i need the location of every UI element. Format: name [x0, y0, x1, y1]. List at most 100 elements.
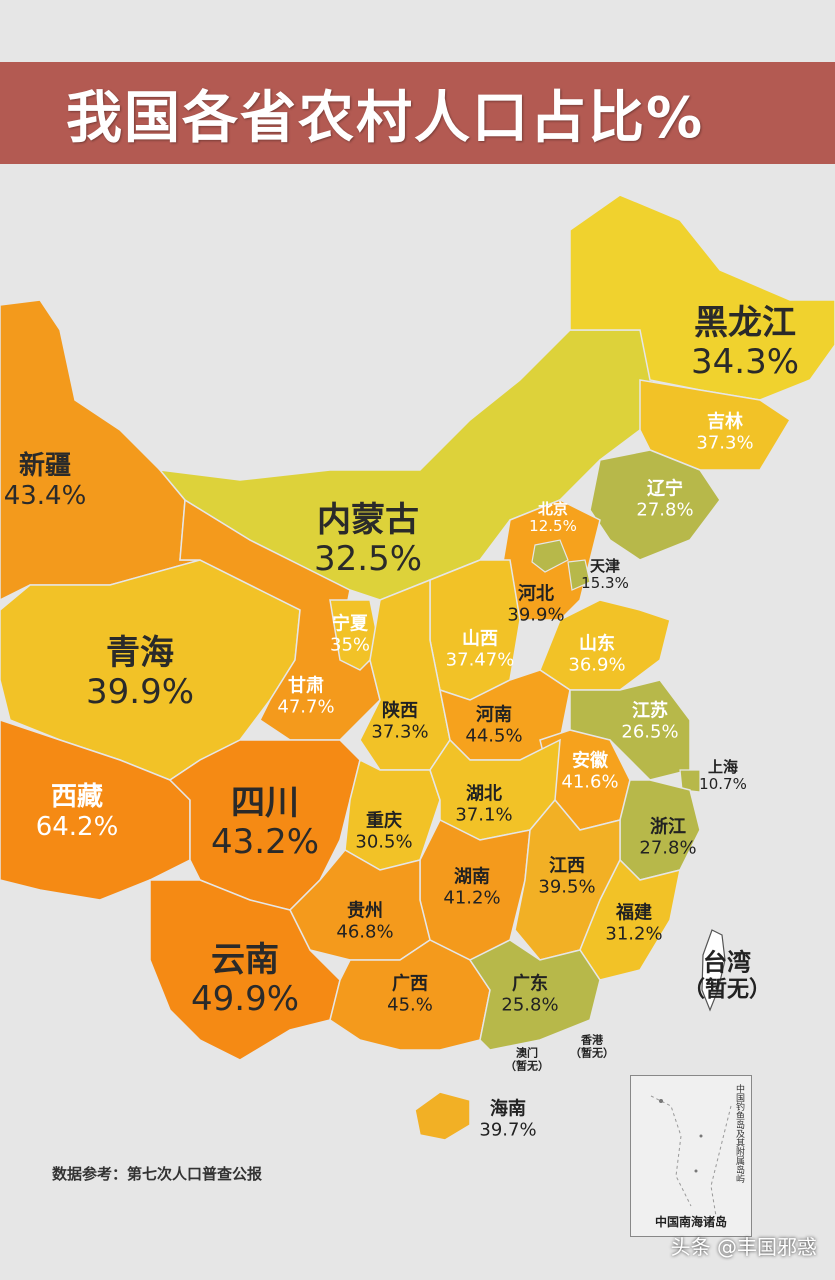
region-name: 内蒙古 [316, 499, 419, 540]
label-liaoning: 辽宁 27.8% [636, 479, 693, 520]
map-title: 我国各省农村人口占比% [66, 85, 705, 151]
region-value: 36.9% [568, 654, 626, 675]
label-yunnan: 云南 49.9% [191, 939, 299, 1019]
region-name: 宁夏 [331, 613, 368, 635]
region-name: 新疆 [18, 451, 72, 482]
region-value: 35% [329, 634, 371, 655]
region-xinjiang [0, 299, 201, 601]
label-shaanxi: 陕西 37.3% [371, 701, 428, 742]
region-value: 37.3% [371, 721, 429, 742]
region-value: 31.2% [605, 923, 663, 944]
label-jiangsu: 江苏 26.5% [621, 701, 678, 742]
label-shandong: 山东 36.9% [568, 634, 625, 675]
region-name: 浙江 [650, 816, 686, 838]
region-name: 福建 [616, 902, 652, 924]
region-beijing [531, 539, 569, 573]
label-hebei: 河北 39.9% [507, 584, 564, 625]
region-name: 上海 [707, 757, 738, 776]
region-value: 37.47% [445, 649, 515, 670]
region-value: 45.% [387, 994, 433, 1015]
label-guizhou: 贵州 46.8% [336, 901, 393, 942]
region-value: 34.3% [690, 342, 800, 382]
region-shanghai [679, 769, 701, 793]
region-value: 64.2% [35, 812, 119, 842]
region-name: 四川 [230, 782, 299, 823]
label-qinghai: 青海 39.9% [86, 632, 194, 712]
region-name: 湖北 [466, 783, 502, 805]
region-name: 江苏 [632, 700, 668, 722]
label-jilin: 吉林 37.3% [696, 412, 753, 453]
region-name: 辽宁 [647, 478, 683, 500]
region-value: 27.8% [636, 499, 694, 520]
region-name: 湖南 [454, 866, 490, 888]
region-guangdong [468, 939, 601, 1051]
region-name: 河南 [476, 704, 512, 726]
region-name: 青海 [105, 632, 174, 673]
region-name: 云南 [210, 939, 279, 980]
region-value: 43.2% [210, 822, 320, 862]
region-value: 39.9% [507, 604, 565, 625]
region-value: 41.2% [443, 887, 501, 908]
region-value: （暂无） [682, 977, 772, 1003]
label-chongqing: 重庆 30.5% [355, 811, 412, 852]
label-heilongjiang: 黑龙江 34.3% [690, 303, 800, 382]
label-xinjiang: 新疆 43.4% [3, 451, 87, 512]
region-value: 37.1% [455, 804, 513, 825]
region-value: 26.5% [621, 721, 679, 742]
label-tianjin: 天津 15.3% [581, 556, 629, 593]
label-xizang: 西藏 64.2% [35, 782, 119, 843]
inset-label: 中国南海诸岛 [654, 1215, 727, 1229]
label-shanxi: 山西 37.47% [446, 629, 515, 670]
title-banner: 我国各省农村人口占比% [0, 62, 835, 164]
label-sichuan: 四川 43.2% [210, 782, 320, 862]
region-tianjin [567, 559, 591, 591]
region-value: 39.5% [538, 876, 596, 897]
region-name: 山西 [461, 628, 498, 650]
south-china-sea-inset: 中国钓鱼岛及其附属岛屿 中国南海诸岛 [630, 1075, 752, 1237]
label-guangxi: 广西 45.% [387, 974, 433, 1015]
label-guangdong: 广东 25.8% [501, 974, 558, 1015]
region-jilin [639, 379, 792, 471]
region-value: 47.7% [277, 696, 335, 717]
label-henan: 河南 44.5% [465, 705, 522, 746]
region-value: 41.6% [561, 771, 619, 792]
region-value: 30.5% [355, 831, 413, 852]
source-note: 数据参考：第七次人口普查公报 [52, 1165, 263, 1183]
region-value: 10.7% [699, 775, 747, 793]
region-hainan [414, 1091, 471, 1141]
region-sichuan [168, 739, 361, 911]
diaoyu-islands-note: 中国钓鱼岛及其附属岛屿 [734, 1084, 744, 1183]
region-name: 西藏 [50, 782, 104, 813]
label-fujian: 福建 31.2% [605, 903, 662, 944]
region-value: 39.7% [479, 1119, 537, 1140]
region-value: 43.4% [3, 481, 87, 511]
region-name: 海南 [490, 1098, 526, 1120]
region-name: 陕西 [382, 700, 418, 722]
region-name: 北京 [537, 499, 568, 518]
label-beijing: 北京 12.5% [529, 499, 577, 536]
inset-islands [650, 1095, 732, 1217]
region-name: 天津 [589, 556, 620, 575]
label-taiwan: 台湾 （暂无） [682, 949, 772, 1003]
label-xianggang: 香港 （暂无） [570, 1034, 614, 1059]
region-guizhou [289, 849, 431, 961]
region-name: 香港 [581, 1033, 603, 1047]
region-name: 江西 [549, 855, 585, 877]
label-aomen: 澳门 （暂无） [505, 1047, 549, 1072]
label-jiangxi: 江西 39.5% [538, 856, 595, 897]
region-name: 广西 [391, 973, 428, 995]
label-neimenggu: 内蒙古 32.5% [313, 499, 423, 579]
label-hunan: 湖南 41.2% [443, 867, 500, 908]
region-value: （暂无） [570, 1046, 614, 1059]
region-name: 吉林 [707, 411, 743, 433]
region-value: （暂无） [505, 1059, 549, 1072]
region-name: 广东 [512, 973, 548, 995]
region-name: 澳门 [516, 1046, 538, 1060]
region-name: 安徽 [572, 750, 608, 772]
label-shanghai: 上海 10.7% [699, 757, 747, 794]
region-value: 32.5% [313, 539, 423, 579]
region-value: 46.8% [336, 921, 394, 942]
region-taiwan [701, 929, 726, 1012]
region-name: 贵州 [347, 900, 383, 922]
label-zhejiang: 浙江 27.8% [639, 817, 696, 858]
